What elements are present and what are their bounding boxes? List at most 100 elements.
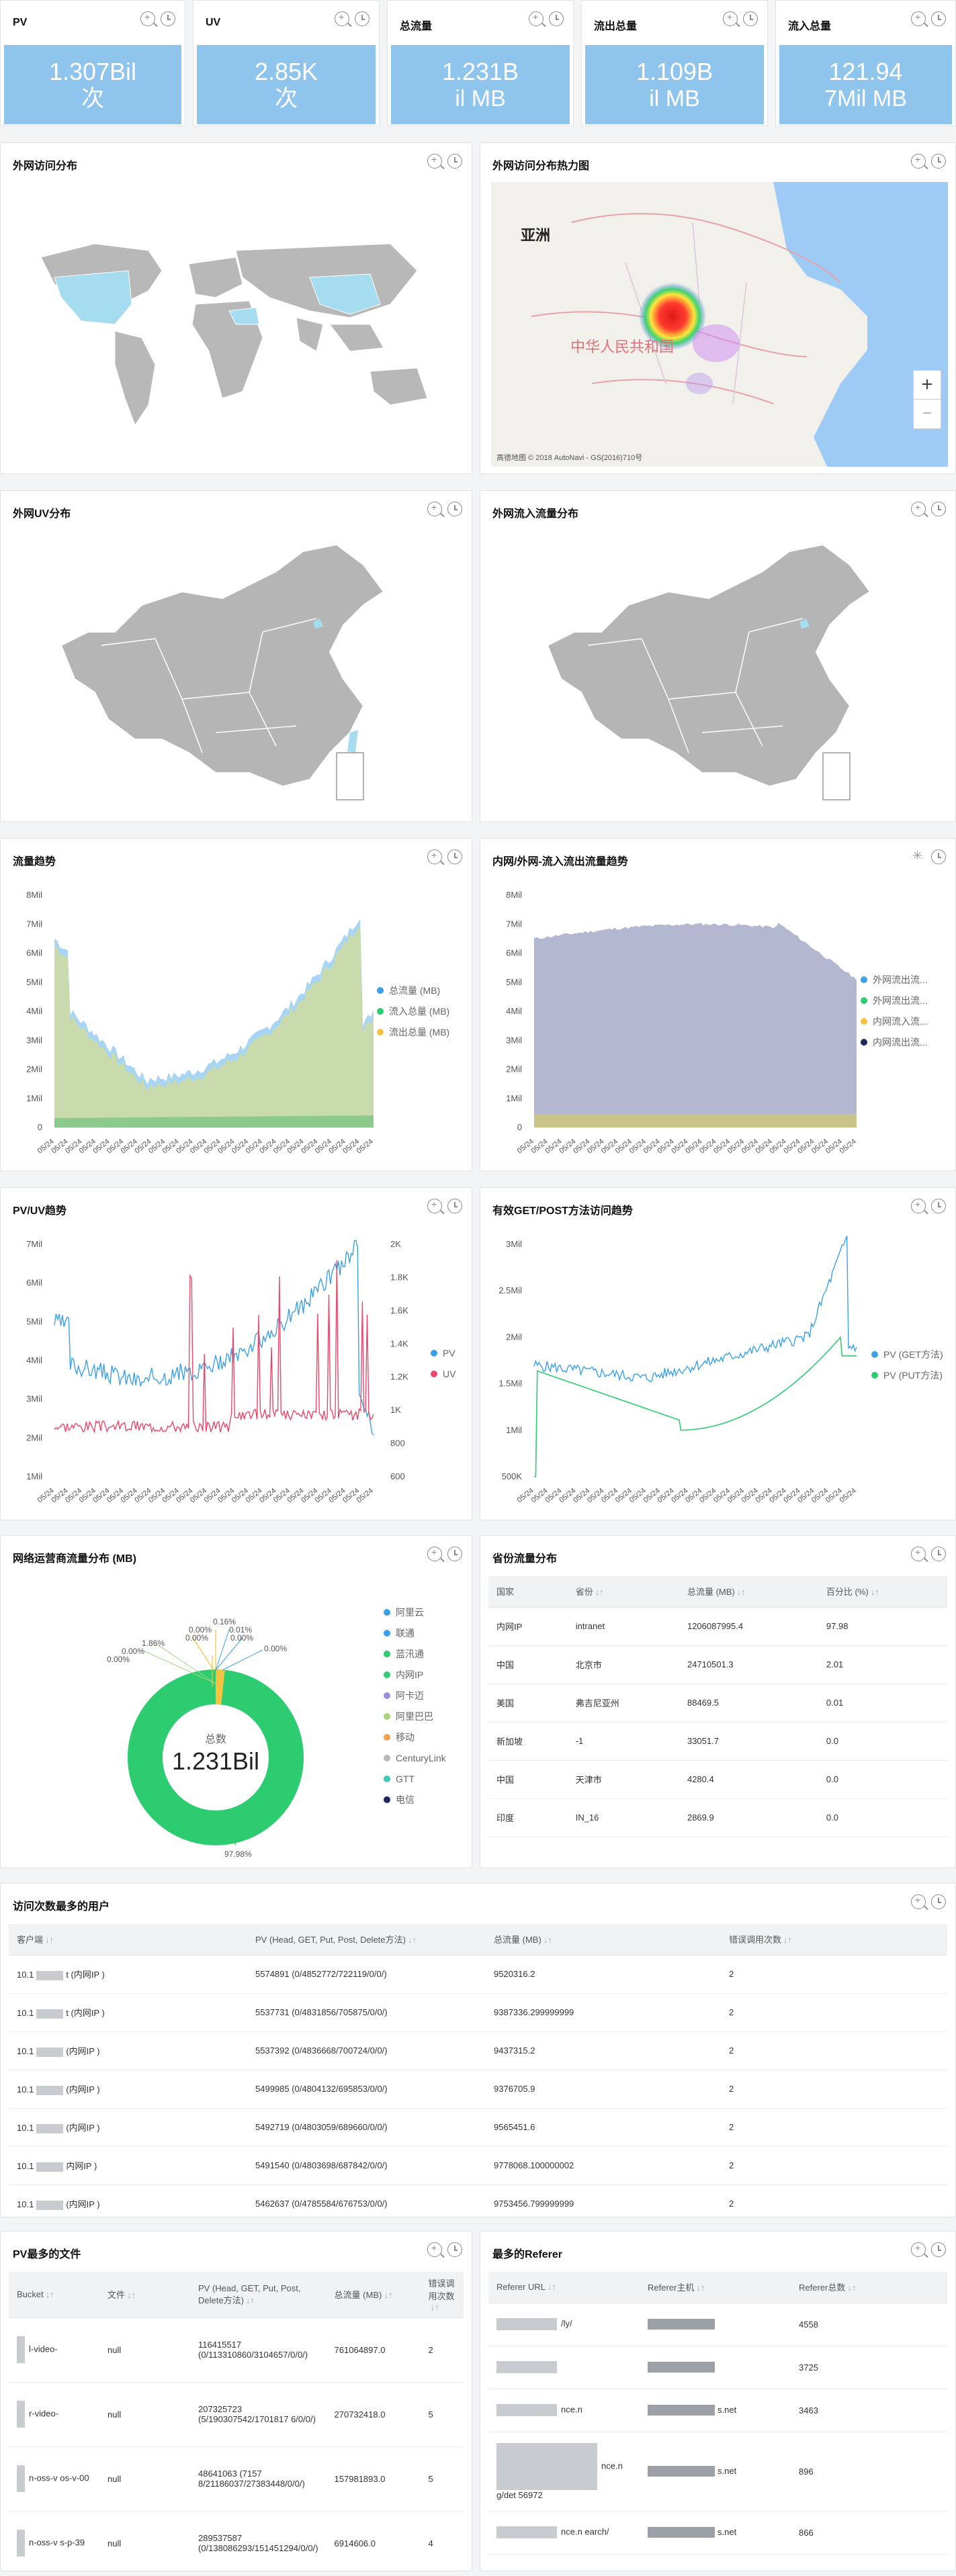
clock-icon[interactable] bbox=[447, 154, 462, 169]
col-header[interactable]: Referer URL ↓↑ bbox=[488, 2272, 640, 2303]
table-row[interactable]: 印度 IN_16 2869.9 0.0 bbox=[488, 1798, 947, 1837]
clock-icon[interactable] bbox=[931, 154, 946, 169]
table-row[interactable]: n-oss-v s-p-39 null 289537587 (0/138086293… bbox=[9, 2511, 464, 2576]
zoom-in-button[interactable]: + bbox=[913, 370, 941, 400]
table-row[interactable]: 10.1 t (内网IP ) 5574891 (0/4852772/722119/0… bbox=[9, 1955, 947, 1994]
legend-item[interactable]: 总流量 (MB) bbox=[377, 980, 449, 1001]
legend-item[interactable]: 内网IP bbox=[384, 1664, 446, 1685]
china-map[interactable] bbox=[534, 531, 910, 813]
zoom-icon[interactable] bbox=[335, 11, 349, 26]
in-out-trend-chart[interactable]: 8Mil7Mil6Mil5Mil4Mil3Mil2Mil1Mil005/2405… bbox=[480, 879, 956, 1168]
clock-icon[interactable] bbox=[549, 11, 564, 26]
col-header[interactable]: 客户端 ↓↑ bbox=[9, 1924, 247, 1956]
clock-icon[interactable] bbox=[447, 849, 462, 864]
legend-item[interactable]: GTT bbox=[384, 1768, 446, 1789]
col-header[interactable]: 百分比 (%) ↓↑ bbox=[818, 1576, 947, 1608]
legend-item[interactable]: 流出总量 (MB) bbox=[377, 1021, 449, 1042]
table-row[interactable]: nce.n s.net 3463 bbox=[488, 2389, 947, 2432]
legend-item[interactable]: PV (GET方法) bbox=[871, 1344, 943, 1365]
clock-icon[interactable] bbox=[161, 11, 175, 26]
legend-item[interactable]: 阿里云 bbox=[384, 1602, 446, 1622]
col-header[interactable]: 总流量 (MB) ↓↑ bbox=[486, 1924, 721, 1956]
table-row[interactable]: n-oss-v os-v-00 null 48641063 (7157 8/2118… bbox=[9, 2446, 464, 2512]
world-map[interactable] bbox=[14, 230, 458, 432]
pvuv-trend-chart[interactable]: 7Mil6Mil5Mil4Mil3Mil2Mil1Mil05/2405/2405… bbox=[1, 1228, 473, 1517]
col-header[interactable]: 错误调用次数↓↑ bbox=[721, 1924, 947, 1956]
zoom-icon[interactable] bbox=[723, 11, 738, 26]
clock-icon[interactable] bbox=[447, 1199, 462, 1213]
zoom-icon[interactable] bbox=[427, 1547, 442, 1561]
zoom-out-button[interactable]: − bbox=[913, 400, 941, 429]
zoom-icon[interactable] bbox=[911, 502, 926, 516]
table-row[interactable]: 10.1 (内网IP ) 5499985 (0/4804132/695853/0/0… bbox=[9, 2070, 947, 2109]
clock-icon[interactable] bbox=[931, 11, 946, 26]
col-header[interactable]: Referer主机 ↓↑ bbox=[640, 2272, 791, 2303]
table-row[interactable]: 10.1 (内网IP ) 5537392 (0/4836668/700724/0/0… bbox=[9, 2031, 947, 2070]
zoom-icon[interactable] bbox=[911, 154, 926, 169]
clock-icon[interactable] bbox=[931, 849, 946, 864]
table-row[interactable]: /ly/4558 bbox=[488, 2303, 947, 2346]
table-row[interactable]: 内网IP intranet 1206087995.4 97.98 bbox=[488, 1607, 947, 1646]
legend-item[interactable]: 流入总量 (MB) bbox=[377, 1001, 449, 1021]
zoom-icon[interactable] bbox=[140, 11, 155, 26]
heat-map[interactable]: 亚洲 中华人民共和国 + − 高德地图 © 2018 AutoNavi - GS… bbox=[491, 182, 948, 467]
zoom-icon[interactable] bbox=[911, 2242, 926, 2257]
zoom-icon[interactable] bbox=[911, 11, 926, 26]
table-row[interactable]: 3725 bbox=[488, 2346, 947, 2389]
legend-item[interactable]: 移动 bbox=[384, 1727, 446, 1747]
table-row[interactable]: r-video-null 207325723 (5/190307542/17018… bbox=[9, 2382, 464, 2447]
table-row[interactable]: 美国 弗吉尼亚州 88469.5 0.01 bbox=[488, 1684, 947, 1722]
clock-icon[interactable] bbox=[931, 2242, 946, 2257]
legend-item[interactable]: 内网流入流... bbox=[861, 1011, 928, 1031]
clock-icon[interactable] bbox=[447, 2242, 462, 2257]
zoom-icon[interactable] bbox=[427, 502, 442, 516]
zoom-icon[interactable] bbox=[427, 154, 442, 169]
clock-icon[interactable] bbox=[355, 11, 370, 26]
legend-item[interactable]: 阿卡迈 bbox=[384, 1685, 446, 1706]
legend-item[interactable]: 电信 bbox=[384, 1789, 446, 1810]
table-row[interactable]: 中国 天津市 4280.4 0.0 bbox=[488, 1760, 947, 1799]
zoom-icon[interactable] bbox=[427, 849, 442, 864]
clock-icon[interactable] bbox=[447, 1547, 462, 1561]
col-header[interactable]: PV (Head, GET, Put, Post, Delete方法) ↓↑ bbox=[190, 2272, 327, 2318]
legend-item[interactable]: UV bbox=[431, 1363, 455, 1384]
zoom-icon[interactable] bbox=[427, 1199, 442, 1213]
table-row[interactable]: 10.1 t (内网IP ) 5537731 (0/4831856/705875/0… bbox=[9, 1993, 947, 2032]
col-header[interactable]: 错误调用次数↓↑ bbox=[420, 2272, 464, 2318]
table-row[interactable]: 10.1 内网IP ) 5491540 (0/4803698/687842/0/0/… bbox=[9, 2146, 947, 2185]
zoom-icon[interactable] bbox=[911, 1894, 926, 1909]
table-row[interactable]: 新加坡 -1 33051.7 0.0 bbox=[488, 1722, 947, 1761]
table-row[interactable]: nce.n earch/s.net 866 bbox=[488, 2511, 947, 2555]
legend-item[interactable]: 阿里巴巴 bbox=[384, 1706, 446, 1727]
table-row[interactable]: nce.n g/det 56972 s.net 896 bbox=[488, 2432, 947, 2512]
table-row[interactable]: 中国 北京市 24710501.3 2.01 bbox=[488, 1645, 947, 1684]
col-header[interactable]: 国家 bbox=[488, 1576, 568, 1608]
zoom-icon[interactable] bbox=[911, 1547, 926, 1561]
clock-icon[interactable] bbox=[447, 502, 462, 516]
zoom-icon[interactable] bbox=[427, 2242, 442, 2257]
table-row[interactable]: 10.1 (内网IP ) 5462637 (0/4785584/676753/0/0… bbox=[9, 2184, 947, 2223]
zoom-icon[interactable] bbox=[911, 1199, 926, 1213]
clock-icon[interactable] bbox=[743, 11, 758, 26]
legend-item[interactable]: 外网流出流... bbox=[861, 969, 928, 990]
legend-item[interactable]: 联通 bbox=[384, 1622, 446, 1643]
china-map[interactable] bbox=[48, 531, 424, 813]
legend-item[interactable]: 内网流出流... bbox=[861, 1031, 928, 1052]
col-header[interactable]: Bucket ↓↑ bbox=[9, 2272, 99, 2318]
col-header[interactable]: 总流量 (MB) ↓↑ bbox=[679, 1576, 818, 1608]
clock-icon[interactable] bbox=[931, 1894, 946, 1909]
legend-item[interactable]: PV bbox=[431, 1342, 455, 1363]
clock-icon[interactable] bbox=[931, 502, 946, 516]
col-header[interactable]: 文件 ↓↑ bbox=[99, 2272, 190, 2318]
clock-icon[interactable] bbox=[931, 1199, 946, 1213]
getpost-trend-chart[interactable]: 3Mil2.5Mil2Mil1.5Mil1Mil500K05/2405/2405… bbox=[480, 1228, 956, 1517]
col-header[interactable]: Referer总数 ↓↑ bbox=[791, 2272, 947, 2303]
table-row[interactable]: 10.1 (内网IP ) 5492719 (0/4803059/689660/0/0… bbox=[9, 2108, 947, 2147]
isp-donut-chart[interactable]: 0.16% 0.00% 0.01% 0.00% 0.00% 1.86% 0.00… bbox=[81, 1576, 337, 1858]
legend-item[interactable]: 蓝汛通 bbox=[384, 1643, 446, 1664]
legend-item[interactable]: PV (PUT方法) bbox=[871, 1365, 943, 1385]
zoom-icon[interactable] bbox=[529, 11, 544, 26]
table-row[interactable]: l-video-null 116415517 (0/113310860/31046… bbox=[9, 2317, 464, 2383]
legend-item[interactable]: 外网流出流... bbox=[861, 990, 928, 1011]
col-header[interactable]: PV (Head, GET, Put, Post, Delete方法) ↓↑ bbox=[247, 1924, 486, 1956]
